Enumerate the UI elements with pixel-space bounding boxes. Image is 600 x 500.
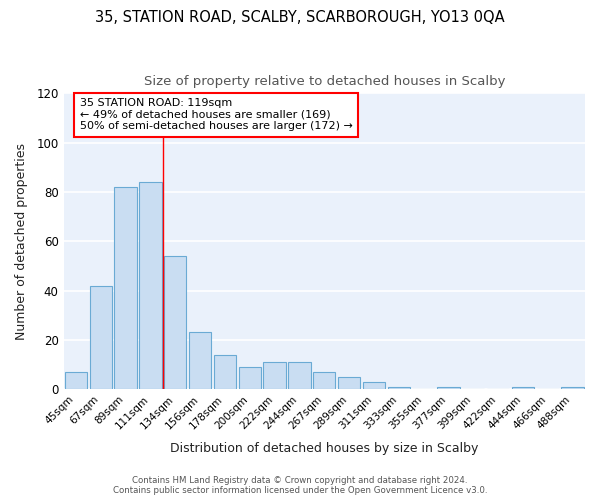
Text: 35 STATION ROAD: 119sqm
← 49% of detached houses are smaller (169)
50% of semi-d: 35 STATION ROAD: 119sqm ← 49% of detache… [80, 98, 353, 132]
Bar [65, 372, 87, 389]
Y-axis label: Number of detached properties: Number of detached properties [15, 143, 28, 340]
Text: Contains HM Land Registry data © Crown copyright and database right 2024.
Contai: Contains HM Land Registry data © Crown c… [113, 476, 487, 495]
Bar [214, 354, 236, 389]
Bar [363, 382, 385, 389]
Bar [115, 187, 137, 389]
Bar [437, 386, 460, 389]
Bar [89, 286, 112, 389]
Bar [139, 182, 161, 389]
Bar [288, 362, 311, 389]
Title: Size of property relative to detached houses in Scalby: Size of property relative to detached ho… [143, 75, 505, 88]
Bar [263, 362, 286, 389]
Bar [239, 367, 261, 389]
X-axis label: Distribution of detached houses by size in Scalby: Distribution of detached houses by size … [170, 442, 478, 455]
Bar [562, 386, 584, 389]
Bar [313, 372, 335, 389]
Bar [164, 256, 187, 389]
Bar [512, 386, 534, 389]
Bar [388, 386, 410, 389]
Text: 35, STATION ROAD, SCALBY, SCARBOROUGH, YO13 0QA: 35, STATION ROAD, SCALBY, SCARBOROUGH, Y… [95, 10, 505, 25]
Bar [189, 332, 211, 389]
Bar [338, 377, 360, 389]
